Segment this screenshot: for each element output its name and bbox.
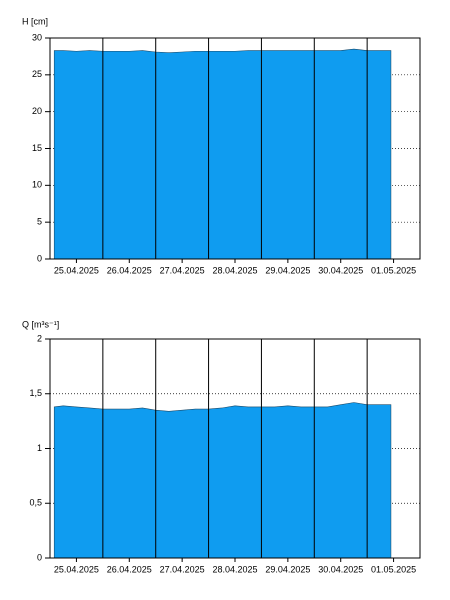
y-tick-label: 2 (37, 333, 42, 343)
x-tick-label: 27.04.2025 (160, 564, 205, 574)
x-tick-label: 01.05.2025 (371, 265, 416, 275)
x-tick-label: 01.05.2025 (371, 564, 416, 574)
y-axis-label: H [cm] (22, 16, 48, 26)
y-tick-label: 10 (32, 180, 42, 190)
x-tick-label: 26.04.2025 (107, 564, 152, 574)
y-tick-label: 25 (32, 69, 42, 79)
y-tick-label: 0,5 (29, 498, 42, 508)
x-tick-label: 29.04.2025 (265, 564, 310, 574)
y-tick-label: 20 (32, 106, 42, 116)
y-tick-label: 30 (32, 32, 42, 42)
x-tick-label: 28.04.2025 (212, 265, 257, 275)
x-tick-label: 25.04.2025 (54, 564, 99, 574)
y-axis-label: Q [m³s⁻¹] (22, 319, 59, 329)
y-tick-label: 1,5 (29, 388, 42, 398)
x-tick-label: 27.04.2025 (160, 265, 205, 275)
x-tick-label: 25.04.2025 (54, 265, 99, 275)
y-tick-label: 0 (37, 253, 42, 263)
area (53, 48, 392, 260)
y-tick-label: 1 (37, 443, 42, 453)
x-tick-label: 26.04.2025 (107, 265, 152, 275)
x-tick-label: 30.04.2025 (318, 564, 363, 574)
x-tick-label: 29.04.2025 (265, 265, 310, 275)
x-tick-label: 30.04.2025 (318, 265, 363, 275)
area (53, 402, 392, 559)
x-tick-label: 28.04.2025 (212, 564, 257, 574)
y-tick-label: 15 (32, 143, 42, 153)
y-tick-label: 0 (37, 552, 42, 562)
y-tick-label: 5 (37, 217, 42, 227)
